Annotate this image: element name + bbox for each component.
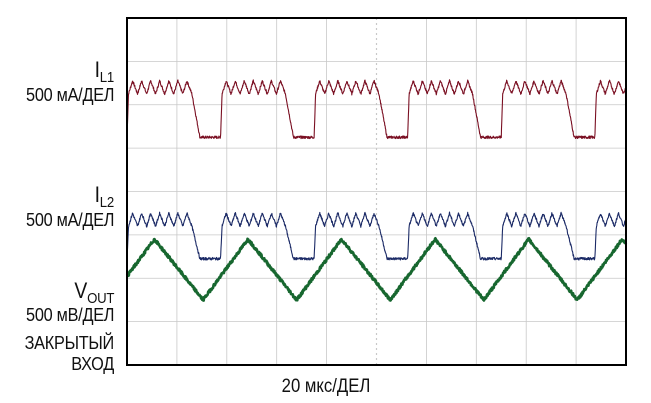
graticule — [127, 18, 626, 365]
vout-label: VOUT — [74, 278, 114, 308]
vout-trace — [125, 236, 628, 302]
x-axis-scale-label: 20 мкс/ДЕЛ — [281, 376, 371, 397]
il1-scale-label: 500 мА/ДЕЛ — [25, 84, 114, 105]
il1-label: IL1 — [94, 57, 115, 87]
il1-trace — [126, 79, 627, 140]
vout-coupling-label: ЗАКРЫТЫЙ ВХОД — [24, 332, 115, 374]
traces — [125, 79, 628, 302]
vout-scale-label: 500 мВ/ДЕЛ — [25, 304, 114, 325]
il2-trace — [126, 211, 627, 261]
il2-scale-label: 500 мА/ДЕЛ — [25, 209, 114, 230]
plot-frame — [126, 17, 627, 366]
il2-label: IL2 — [94, 182, 115, 212]
